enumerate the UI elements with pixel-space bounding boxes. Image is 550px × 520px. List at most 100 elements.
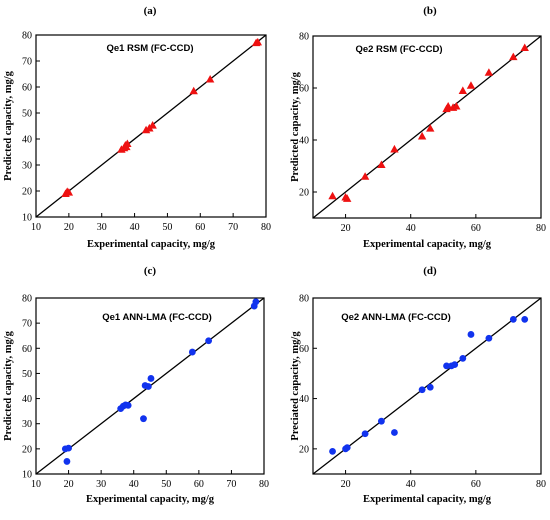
y-axis-label: Predicted capacity, mg/g [3, 330, 14, 440]
y-tick-label: 20 [299, 188, 309, 199]
data-point-circle [65, 444, 72, 452]
data-point-circle [329, 447, 336, 455]
y-tick-label: 80 [22, 294, 32, 305]
x-axis-label: Experimental capacity, mg/g [86, 494, 215, 505]
data-point-triangle [458, 86, 468, 94]
data-point-triangle [390, 144, 399, 153]
panel-label: (d) [423, 265, 437, 277]
y-tick-label: 60 [22, 344, 32, 355]
x-axis-label: Experimental capacity, mg/g [363, 494, 492, 505]
data-point-triangle [343, 194, 352, 202]
data-point-triangle [328, 191, 337, 200]
y-tick-label: 50 [22, 369, 32, 380]
x-axis-label: Experimental capacity, mg/g [363, 239, 492, 250]
x-tick-label: 80 [261, 222, 271, 233]
data-point-circle [140, 415, 147, 423]
x-tick-label: 30 [96, 479, 106, 490]
data-point-circle [343, 444, 351, 451]
panel-label: (c) [144, 265, 157, 277]
x-axis-label: Experimental capacity, mg/g [87, 239, 216, 250]
data-point-triangle [377, 160, 386, 169]
x-tick-label: 80 [259, 479, 269, 490]
data-point-circle [451, 361, 459, 369]
data-point-circle [252, 298, 260, 306]
data-point-circle [361, 430, 369, 438]
x-tick-label: 80 [536, 223, 546, 234]
chart-panel-c: (c) 10 20 30 40 50 60 70 80 10 20 30 40 50 60 70 80 Qe1 A… [3, 265, 269, 505]
y-tick-label: 40 [22, 135, 32, 146]
data-point-circle [521, 315, 529, 323]
x-tick-label: 50 [162, 222, 172, 233]
panel-label: (b) [423, 5, 437, 17]
data-point-triangle [443, 102, 453, 110]
data-point-circle [418, 386, 426, 394]
y-tick-label: 10 [22, 213, 32, 224]
y-tick-label: 30 [22, 161, 32, 172]
y-tick-label: 80 [22, 31, 32, 42]
x-tick-label: 20 [341, 223, 351, 234]
y-tick-label: 70 [22, 319, 32, 330]
y-tick-label: 80 [299, 294, 309, 305]
data-point-circle [144, 383, 152, 390]
y-tick-label: 10 [22, 470, 32, 481]
y-axis-label: Preciated capacity, mg/g [290, 331, 301, 441]
x-tick-label: 40 [406, 223, 416, 234]
x-tick-label: 10 [31, 479, 41, 490]
chart-title: Qe1 ANN-LMA (FC-CCD) [102, 312, 212, 323]
data-point-circle [188, 348, 196, 356]
y-tick-label: 40 [299, 394, 309, 405]
data-point-circle [378, 417, 385, 425]
x-tick-label: 20 [64, 479, 74, 490]
x-tick-label: 20 [341, 479, 351, 490]
data-point-triangle [360, 172, 370, 180]
data-point-circle [443, 362, 450, 370]
panel-label: (a) [144, 5, 157, 17]
x-tick-label: 40 [130, 222, 140, 233]
data-point-triangle [520, 43, 529, 52]
x-tick-label: 10 [31, 222, 41, 233]
data-point-circle [147, 375, 155, 382]
chart-title: Qe1 RSM (FC-CCD) [106, 43, 193, 54]
x-tick-label: 60 [471, 223, 481, 234]
data-point-circle [124, 401, 132, 409]
data-point-triangle [253, 37, 262, 46]
data-point-triangle [426, 124, 435, 132]
data-point-triangle [148, 121, 157, 129]
y-tick-label: 20 [22, 444, 32, 455]
plot-frame [312, 35, 542, 219]
data-point-triangle [189, 86, 198, 95]
chart-panel-b: (b) 20 40 60 80 20 40 60 80 Qe2 RSM (FC-CCD) Exper… [290, 5, 546, 250]
y-tick-label: 40 [299, 136, 309, 147]
y-tick-label: 80 [299, 32, 309, 43]
y-tick-label: 20 [299, 444, 309, 455]
data-point-triangle [417, 131, 427, 140]
data-point-triangle [509, 52, 518, 61]
data-point-triangle [64, 188, 74, 196]
plot-frame [35, 34, 267, 218]
y-axis-label: Predicted capacity, mg/g [3, 70, 14, 180]
x-tick-label: 60 [194, 479, 204, 490]
data-point-triangle [452, 102, 461, 110]
plot-frame [35, 297, 265, 475]
data-point-triangle [466, 81, 476, 89]
x-tick-label: 80 [536, 479, 546, 490]
x-tick-label: 50 [161, 479, 171, 490]
data-point-triangle [123, 139, 132, 148]
chart-title: Qe2 ANN-LMA (FC-CCD) [341, 312, 451, 323]
y-tick-label: 50 [22, 109, 32, 120]
data-point-triangle [205, 75, 215, 83]
data-point-triangle [484, 68, 494, 76]
x-tick-label: 70 [226, 479, 236, 490]
data-point-circle [205, 337, 213, 345]
data-point-circle [485, 334, 493, 342]
reference-line [312, 297, 542, 475]
y-tick-label: 60 [299, 344, 309, 355]
chart-panel-a: (a) 10 20 30 40 50 60 70 80 10 20 30 40 50 60 70 80 Qe1 R… [3, 5, 271, 250]
data-point-circle [459, 354, 467, 362]
data-point-circle [467, 331, 475, 338]
x-tick-label: 40 [406, 479, 416, 490]
x-tick-label: 60 [471, 479, 481, 490]
chart-panel-d: (d) 20 40 60 80 20 40 60 80 Qe2 ANN-LMA (FC-CCD) E… [290, 265, 546, 505]
chart-title: Qe2 RSM (FC-CCD) [355, 44, 442, 55]
